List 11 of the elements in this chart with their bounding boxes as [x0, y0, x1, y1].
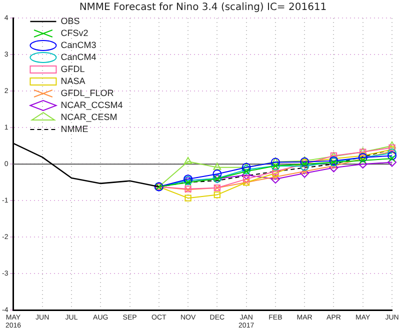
- legend-label: CFSv2: [60, 28, 88, 38]
- legend-label: CanCM4: [60, 52, 96, 62]
- legend-label: OBS: [60, 16, 80, 26]
- legend-label: NCAR_CCSM4: [60, 100, 123, 110]
- chart-title: NMME Forecast for Nino 3.4 (scaling) IC= 201611: [78, 2, 328, 13]
- legend-label: CanCM3: [60, 40, 96, 50]
- legend-label: NASA: [60, 76, 86, 86]
- legend-label: NCAR_CESM: [60, 112, 118, 122]
- legend-label: GFDL: [60, 64, 85, 74]
- legend-label: NMME: [60, 124, 88, 134]
- legend-label: GFDL_FLOR: [60, 88, 114, 98]
